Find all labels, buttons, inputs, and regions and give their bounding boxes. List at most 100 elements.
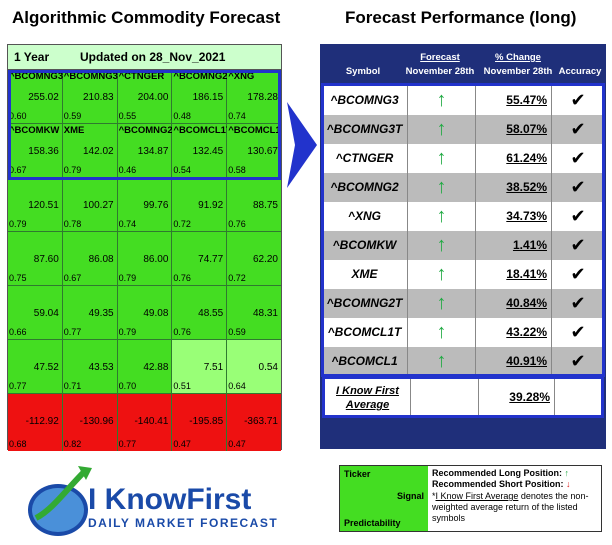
grid-header: 1 Year Updated on 28_Nov_2021 (8, 45, 281, 70)
legend-ticker: Ticker (344, 469, 371, 479)
grid-cell: ^XNG 178.28 0.74 (227, 70, 281, 123)
forecast-arrow-icon: ↑ (408, 347, 476, 376)
cell-predictability: 0.47 (173, 439, 191, 449)
cell-predictability: 0.76 (173, 327, 191, 337)
forecast-arrow-icon: ↑ (408, 202, 476, 231)
cell-signal: 204.00 (137, 92, 169, 103)
cell-predictability: 0.46 (118, 165, 137, 175)
cell-signal: -112.92 (25, 416, 59, 427)
performance-row: ^BCOMCL1 ↑ 40.91% ✔ (322, 347, 604, 376)
grid-cell: -195.85 0.47 (172, 394, 228, 451)
legend-long-label: Recommended Long Position: (432, 468, 563, 478)
performance-table: Symbol Forecast November 28th % Change N… (320, 44, 606, 449)
header-change: % Change (495, 52, 541, 63)
logo-name: I KnowFirst (88, 483, 252, 516)
accuracy-check-icon: ✔ (570, 351, 586, 371)
average-forecast-cell (411, 379, 479, 415)
perf-change: 43.22% (476, 318, 552, 347)
performance-row: ^CTNGER ↑ 61.24% ✔ (322, 144, 604, 173)
cell-signal: 62.20 (252, 254, 278, 265)
grid-row: 120.51 0.79 100.27 0.78 99.76 0.74 91.92 0.72 88… (8, 178, 281, 232)
legend-average-link[interactable]: I Know First Average (435, 491, 519, 501)
performance-row: ^BCOMKW ↑ 1.41% ✔ (322, 231, 604, 260)
cell-signal: 210.83 (83, 92, 114, 103)
performance-row: ^XNG ↑ 34.73% ✔ (322, 202, 604, 231)
grid-row: -112.92 0.68 -130.96 0.82 -140.41 0.77 -195.85… (8, 394, 281, 451)
cell-signal: -363.71 (244, 416, 278, 427)
performance-header: Symbol Forecast November 28th % Change N… (320, 44, 606, 82)
cell-predictability: 0.79 (9, 219, 27, 229)
cell-predictability: 0.72 (173, 219, 191, 229)
grid-row: ^BCOMKW 158.360.67 XME 142.020.79 ^BCOMNG2T 1… (8, 124, 281, 178)
perf-symbol: ^BCOMKW (322, 231, 408, 260)
grid-cell: 74.77 0.76 (172, 232, 228, 285)
grid-cell: 48.31 0.59 (227, 286, 281, 339)
grid-row: 59.04 0.66 49.35 0.77 49.08 0.79 48.55 0.76 48.3… (8, 286, 281, 340)
accuracy-check-icon: ✔ (570, 235, 586, 255)
cell-symbol: ^XNG (228, 71, 255, 82)
cell-signal: 178.28 (247, 92, 278, 103)
cell-signal: 99.76 (143, 200, 169, 211)
grid-cell: 87.60 0.75 (8, 232, 63, 285)
grid-cell: 120.51 0.79 (8, 178, 63, 231)
accuracy-check-icon: ✔ (570, 90, 586, 110)
cell-signal: 134.87 (137, 146, 169, 157)
forecast-arrow-icon: ↑ (408, 318, 476, 347)
forecast-arrow-icon: ↑ (408, 260, 476, 289)
performance-row: ^BCOMNG2 ↑ 38.52% ✔ (322, 173, 604, 202)
logo-tagline: DAILY MARKET FORECAST (88, 516, 279, 530)
perf-change: 58.07% (476, 115, 552, 144)
accuracy-check-icon: ✔ (570, 206, 586, 226)
legend-descriptions: Recommended Long Position: ↑ Recommended… (432, 468, 589, 523)
cell-signal: 86.08 (88, 254, 114, 265)
cell-symbol: ^BCOMCL1T (173, 125, 228, 136)
perf-change: 34.73% (476, 202, 552, 231)
header-forecast-date: November 28th (405, 66, 475, 77)
updated-label: Updated on 28_Nov_2021 (80, 50, 226, 64)
grid-cell: 86.08 0.67 (62, 232, 118, 285)
accuracy-check-icon: ✔ (570, 322, 586, 342)
accuracy-check-icon: ✔ (570, 293, 586, 313)
average-row: I Know First Average 39.28% (322, 376, 604, 418)
grid-body: ^BCOMNG3255.020.60^BCOMNG3T210.830.59^CT… (8, 70, 281, 451)
grid-cell: 100.27 0.78 (62, 178, 118, 231)
perf-symbol: ^BCOMNG3 (322, 86, 408, 115)
forecast-grid: 1 Year Updated on 28_Nov_2021 ^BCOMNG3 25… (7, 44, 282, 451)
perf-change: 55.47% (476, 86, 552, 115)
cell-predictability: 0.77 (63, 327, 82, 337)
legend-short-arrow-icon: ↓ (566, 479, 571, 489)
arrow-right-icon (287, 102, 317, 188)
perf-change: 1.41% (476, 231, 552, 260)
cell-predictability: 0.47 (228, 439, 246, 449)
average-label: I Know First Average (325, 379, 411, 415)
legend-cell-sample: Ticker Signal Predictability (340, 466, 428, 531)
grid-cell: 86.00 0.79 (117, 232, 173, 285)
cell-predictability: 0.82 (63, 439, 82, 449)
grid-cell: -363.71 0.47 (227, 394, 281, 451)
cell-predictability: 0.78 (63, 219, 82, 229)
header-change-date: November 28th (483, 66, 553, 77)
grid-cell: 48.55 0.76 (172, 286, 228, 339)
header-forecast: Forecast (420, 52, 460, 63)
grid-cell: ^BCOMCL1 130.67 0.58 (227, 124, 281, 177)
grid-cell: ^BCOMNG3 255.02 0.60 (8, 70, 63, 123)
cell-signal: -195.85 (189, 416, 224, 427)
cell-symbol: ^BCOMNG2 (173, 71, 228, 82)
accuracy-check-icon: ✔ (570, 264, 586, 284)
perf-symbol: ^BCOMCL1T (322, 318, 408, 347)
perf-change: 40.91% (476, 347, 552, 376)
grid-cell: ^BCOMNG3T 210.830.59 (62, 70, 118, 123)
accuracy-check-icon: ✔ (570, 148, 586, 168)
grid-cell: ^BCOMKW 158.36 0.67 (8, 124, 63, 177)
grid-cell: ^BCOMNG2 186.15 0.48 (172, 70, 228, 123)
cell-signal: 130.67 (247, 146, 278, 157)
grid-cell: -130.96 0.82 (62, 394, 118, 451)
cell-signal: 100.27 (83, 200, 114, 211)
cell-signal: 0.54 (258, 362, 278, 373)
cell-signal: 49.35 (88, 308, 114, 319)
grid-cell: ^BCOMNG2T 134.870.46 (117, 124, 173, 177)
grid-cell: 91.92 0.72 (172, 178, 228, 231)
grid-cell: 49.35 0.77 (62, 286, 118, 339)
cell-predictability: 0.67 (9, 165, 27, 175)
perf-change: 18.41% (476, 260, 552, 289)
